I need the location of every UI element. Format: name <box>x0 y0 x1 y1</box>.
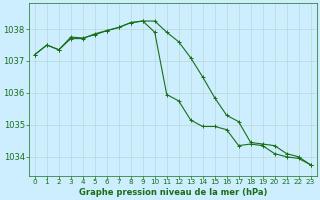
X-axis label: Graphe pression niveau de la mer (hPa): Graphe pression niveau de la mer (hPa) <box>78 188 267 197</box>
